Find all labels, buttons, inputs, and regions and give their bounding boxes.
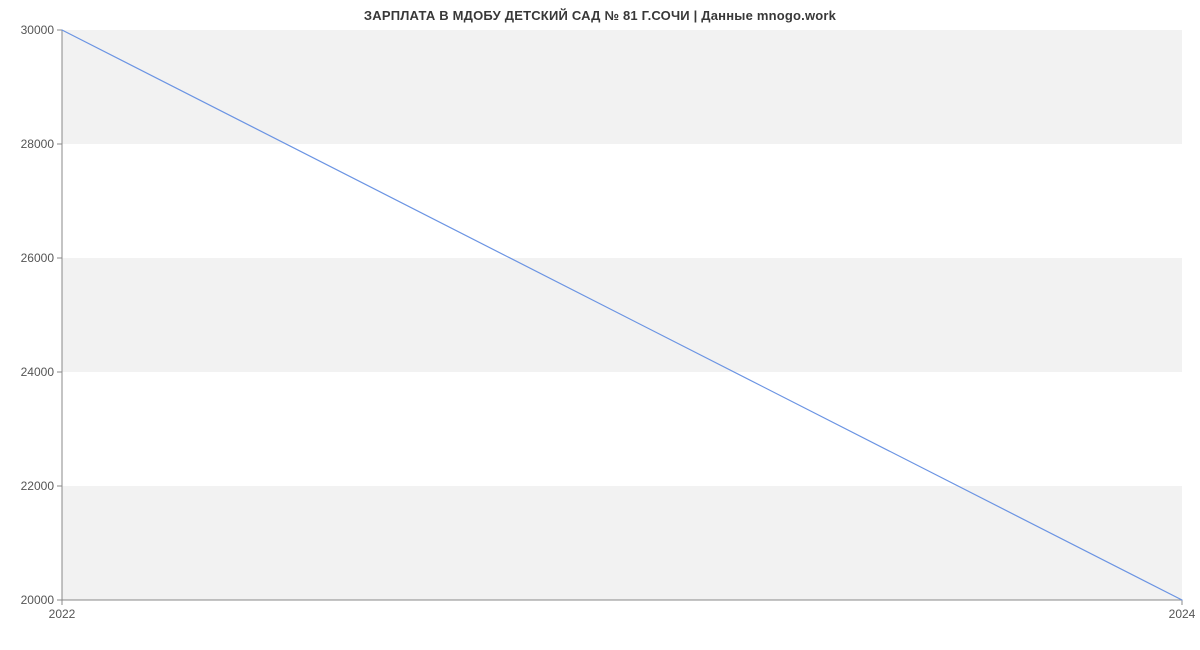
y-tick-label: 26000 — [21, 251, 55, 265]
y-tick-label: 24000 — [21, 365, 55, 379]
salary-chart: ЗАРПЛАТА В МДОБУ ДЕТСКИЙ САД № 81 Г.СОЧИ… — [0, 0, 1200, 650]
y-tick-label: 30000 — [21, 23, 55, 37]
grid-band — [62, 486, 1182, 600]
y-tick-label: 22000 — [21, 479, 55, 493]
y-tick-label: 28000 — [21, 137, 55, 151]
chart-svg: 20000 22000 24000 26000 28000 30000 2022 2024 — [0, 0, 1200, 650]
x-tick-label: 2024 — [1169, 607, 1196, 621]
grid-band — [62, 30, 1182, 144]
y-tick-label: 20000 — [21, 593, 55, 607]
x-tick-label: 2022 — [49, 607, 76, 621]
chart-title: ЗАРПЛАТА В МДОБУ ДЕТСКИЙ САД № 81 Г.СОЧИ… — [0, 8, 1200, 23]
